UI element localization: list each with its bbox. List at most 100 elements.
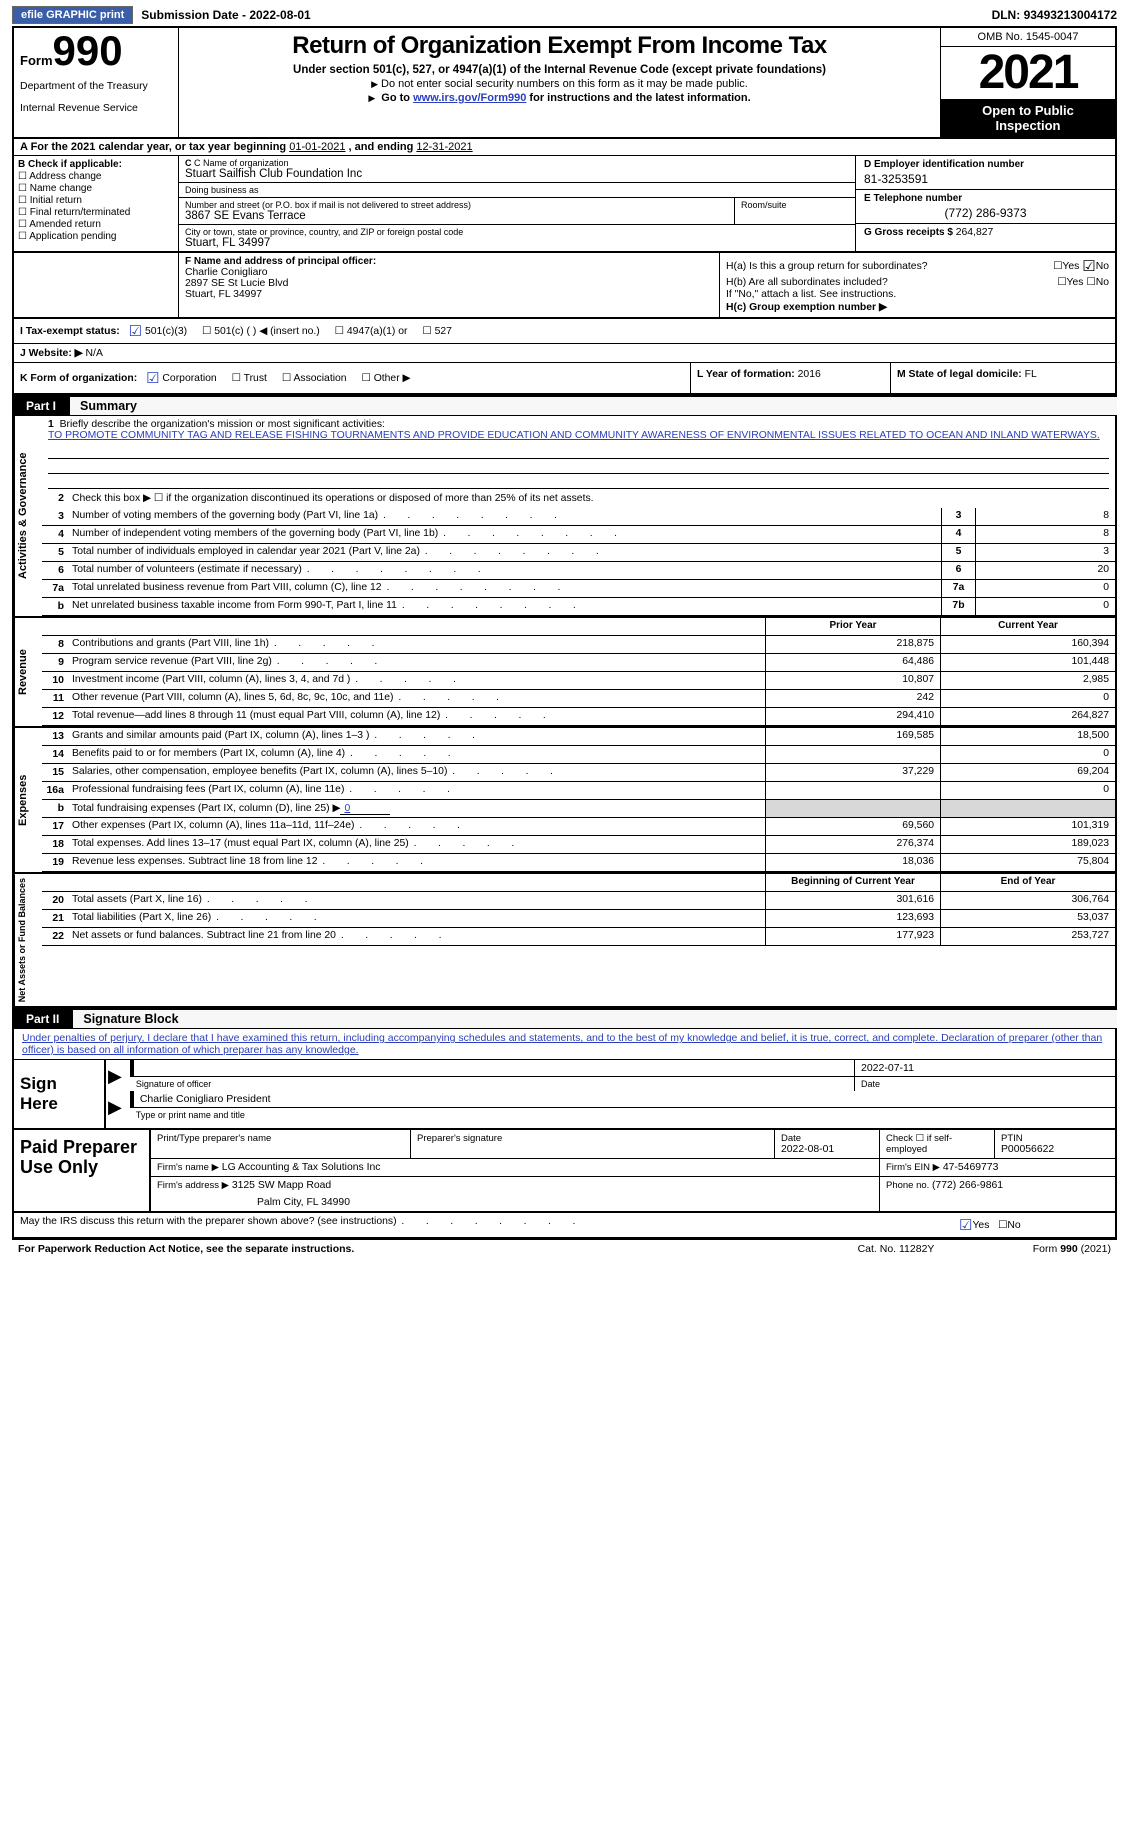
chk-name-change[interactable]: Name change (18, 183, 174, 194)
chk-address-change[interactable]: Address change (18, 171, 174, 182)
summary-line-9: 9Program service revenue (Part VIII, lin… (42, 654, 1115, 672)
firm-ein: 47-5469773 (943, 1162, 998, 1173)
current-year: 18,500 (940, 728, 1115, 745)
form-title-block: Return of Organization Exempt From Incom… (179, 28, 940, 137)
l-label: L Year of formation: (697, 369, 798, 380)
efile-print-button[interactable]: efile GRAPHIC print (12, 6, 133, 24)
phone-value: (772) 286-9373 (864, 204, 1107, 220)
line-num: 9 (42, 654, 68, 671)
part2-bar: Part II Signature Block (12, 1008, 1117, 1029)
chk-association[interactable]: ☐ Association (282, 372, 347, 384)
tax-year: 2021 (941, 47, 1115, 99)
firm-phone-label: Phone no. (886, 1180, 932, 1191)
prior-year (765, 782, 940, 799)
form-id-footer: Form 990 (2021) (971, 1243, 1111, 1255)
chk-4947[interactable]: ☐ 4947(a)(1) or (335, 325, 408, 337)
part2-num: Part II (12, 1010, 73, 1028)
prior-year: 294,410 (765, 708, 940, 725)
hdr-begin: Beginning of Current Year (765, 874, 940, 891)
dln-value: 93493213004172 (1024, 8, 1117, 22)
chk-amended-return[interactable]: Amended return (18, 219, 174, 230)
hdr-end: End of Year (940, 874, 1115, 891)
line-desc: Contributions and grants (Part VIII, lin… (68, 636, 765, 653)
line-desc: Total liabilities (Part X, line 26) (68, 910, 765, 927)
line-desc: Total expenses. Add lines 13–17 (must eq… (68, 836, 765, 853)
prior-year: 64,486 (765, 654, 940, 671)
sig-date: 2022-07-11 (855, 1060, 1115, 1076)
prep-date-label: Date (781, 1133, 873, 1144)
form-header: Form990 Department of the Treasury Inter… (12, 26, 1117, 139)
section-m: M State of legal domicile: FL (890, 363, 1115, 393)
submission-date-label: Submission Date - (141, 8, 249, 22)
chk-final-return[interactable]: Final return/terminated (18, 207, 174, 218)
sign-here-label: Sign Here (14, 1060, 104, 1128)
chk-initial-return[interactable]: Initial return (18, 195, 174, 206)
discuss-yes: Yes (972, 1220, 989, 1231)
line-num: 22 (42, 928, 68, 945)
chk-501c3[interactable]: ☑ 501(c)(3) (129, 322, 188, 340)
line-desc: Total revenue—add lines 8 through 11 (mu… (68, 708, 765, 725)
line-num: 6 (42, 562, 68, 579)
omb-number: OMB No. 1545-0047 (941, 28, 1115, 47)
summary-expenses: Expenses 13Grants and similar amounts pa… (12, 728, 1117, 874)
line-desc: Total unrelated business revenue from Pa… (68, 580, 941, 597)
form-subtitle-3: Go to www.irs.gov/Form990 for instructio… (185, 92, 934, 104)
chk-501c[interactable]: ☐ 501(c) ( ) ◀ (insert no.) (202, 325, 320, 337)
current-year: 75,804 (940, 854, 1115, 871)
part1-num: Part I (12, 397, 70, 415)
current-year: 189,023 (940, 836, 1115, 853)
officer-printed-name: Charlie Conigliaro President (134, 1091, 1115, 1107)
form-number: 990 (53, 27, 123, 74)
open-line2: Inspection (943, 118, 1113, 133)
summary-line-10: 10Investment income (Part VIII, column (… (42, 672, 1115, 690)
summary-line-17: 17Other expenses (Part IX, column (A), l… (42, 818, 1115, 836)
lbl-other: Other ▶ (374, 373, 411, 384)
line-value: 0 (975, 598, 1115, 615)
line-value: 3 (975, 544, 1115, 561)
line-num: 21 (42, 910, 68, 927)
room-suite-label: Room/suite (735, 198, 855, 224)
part2-title: Signature Block (73, 1012, 178, 1026)
col-headers-2: Beginning of Current Year End of Year (42, 874, 1115, 892)
city-value: Stuart, FL 34997 (185, 237, 849, 249)
sig-officer-label: Signature of officer (130, 1077, 855, 1091)
chk-trust[interactable]: ☐ Trust (232, 372, 267, 384)
paperwork-notice: For Paperwork Reduction Act Notice, see … (18, 1243, 821, 1255)
line-num: 8 (42, 636, 68, 653)
j-label: J Website: ▶ (20, 348, 83, 359)
lbl-trust: Trust (244, 373, 267, 384)
line-desc: Benefits paid to or for members (Part IX… (68, 746, 765, 763)
prep-row-3: Firm's address ▶ 3125 SW Mapp Road Palm … (151, 1177, 1115, 1211)
state-domicile: FL (1025, 369, 1037, 380)
line-1: 1 Briefly describe the organization's mi… (42, 416, 1115, 444)
line-desc: Total number of individuals employed in … (68, 544, 941, 561)
instructions-link[interactable]: www.irs.gov/Form990 (413, 92, 526, 104)
paid-preparer-label: Paid Preparer Use Only (14, 1130, 149, 1211)
line-num: 13 (42, 728, 68, 745)
sidetab-expenses: Expenses (14, 728, 42, 872)
lbl-527: 527 (435, 326, 452, 337)
prior-year: 301,616 (765, 892, 940, 909)
prep-selfemp: Check ☐ if self-employed (886, 1133, 988, 1155)
line-desc: Total assets (Part X, line 16) (68, 892, 765, 909)
penalty-text: Under penalties of perjury, I declare th… (22, 1032, 1102, 1056)
section-h: H(a) Is this a group return for subordin… (720, 253, 1115, 317)
phone-label: E Telephone number (864, 193, 1107, 204)
prior-year: 276,374 (765, 836, 940, 853)
line-desc: Program service revenue (Part VIII, line… (68, 654, 765, 671)
chk-527[interactable]: ☐ 527 (422, 325, 452, 337)
cal-end: 12-31-2021 (416, 141, 472, 153)
chk-corporation[interactable]: ☑ Corporation (146, 369, 217, 387)
chk-other[interactable]: ☐ Other ▶ (361, 372, 410, 384)
gross-receipts-value: 264,827 (956, 227, 994, 238)
chk-application-pending[interactable]: Application pending (18, 231, 174, 242)
summary-line-15: 15Salaries, other compensation, employee… (42, 764, 1115, 782)
firm-name: LG Accounting & Tax Solutions Inc (222, 1162, 381, 1173)
dept-irs: Internal Revenue Service (20, 102, 172, 114)
ein-label: D Employer identification number (864, 159, 1107, 170)
summary-line-6: 6Total number of volunteers (estimate if… (42, 562, 1115, 580)
firm-addr1: 3125 SW Mapp Road (232, 1180, 331, 1191)
line-num: 3 (42, 508, 68, 525)
section-k: K Form of organization: ☑ Corporation ☐ … (14, 363, 690, 393)
form-subtitle-1: Under section 501(c), 527, or 4947(a)(1)… (185, 64, 934, 76)
